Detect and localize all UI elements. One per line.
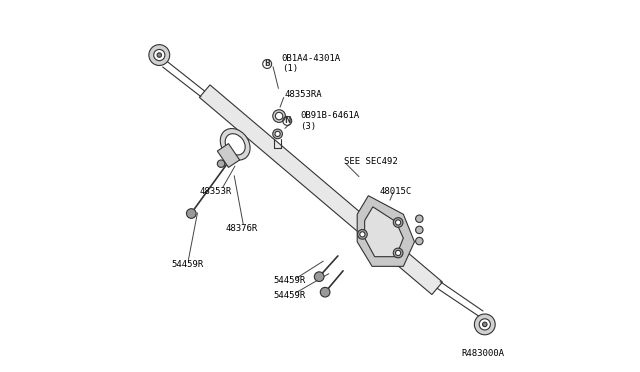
Circle shape — [474, 314, 495, 335]
Circle shape — [186, 209, 196, 218]
Polygon shape — [357, 196, 415, 266]
Text: 54459R: 54459R — [273, 291, 306, 300]
Circle shape — [396, 250, 401, 256]
Text: 54459R: 54459R — [273, 276, 306, 285]
Ellipse shape — [273, 110, 285, 122]
Circle shape — [273, 129, 282, 139]
Polygon shape — [218, 144, 239, 167]
Circle shape — [154, 49, 165, 61]
Circle shape — [483, 322, 487, 327]
Text: B: B — [264, 60, 270, 68]
Circle shape — [394, 248, 403, 258]
Text: 48015C: 48015C — [380, 187, 412, 196]
Text: 54459R: 54459R — [172, 260, 204, 269]
Text: R483000A: R483000A — [461, 349, 504, 358]
Ellipse shape — [225, 134, 245, 155]
Circle shape — [415, 215, 423, 222]
Text: 48353R: 48353R — [199, 187, 231, 196]
Circle shape — [314, 272, 324, 282]
Circle shape — [415, 237, 423, 245]
Polygon shape — [200, 85, 442, 295]
Ellipse shape — [275, 112, 283, 120]
Circle shape — [218, 160, 225, 167]
Circle shape — [157, 53, 161, 57]
Circle shape — [394, 218, 403, 227]
Circle shape — [358, 230, 367, 239]
Circle shape — [275, 131, 280, 137]
Ellipse shape — [220, 129, 250, 160]
Text: 0B91B-6461A
(3): 0B91B-6461A (3) — [300, 111, 360, 131]
Polygon shape — [365, 207, 403, 257]
Circle shape — [360, 232, 365, 237]
Text: N: N — [284, 116, 291, 125]
Text: 48353RA: 48353RA — [285, 90, 323, 99]
Circle shape — [149, 45, 170, 65]
Circle shape — [396, 220, 401, 225]
Circle shape — [479, 319, 490, 330]
Text: 48376R: 48376R — [225, 224, 257, 233]
Circle shape — [415, 226, 423, 234]
Text: 0B1A4-4301A
(1): 0B1A4-4301A (1) — [282, 54, 341, 73]
Circle shape — [320, 287, 330, 297]
Text: SEE SEC492: SEE SEC492 — [344, 157, 398, 166]
